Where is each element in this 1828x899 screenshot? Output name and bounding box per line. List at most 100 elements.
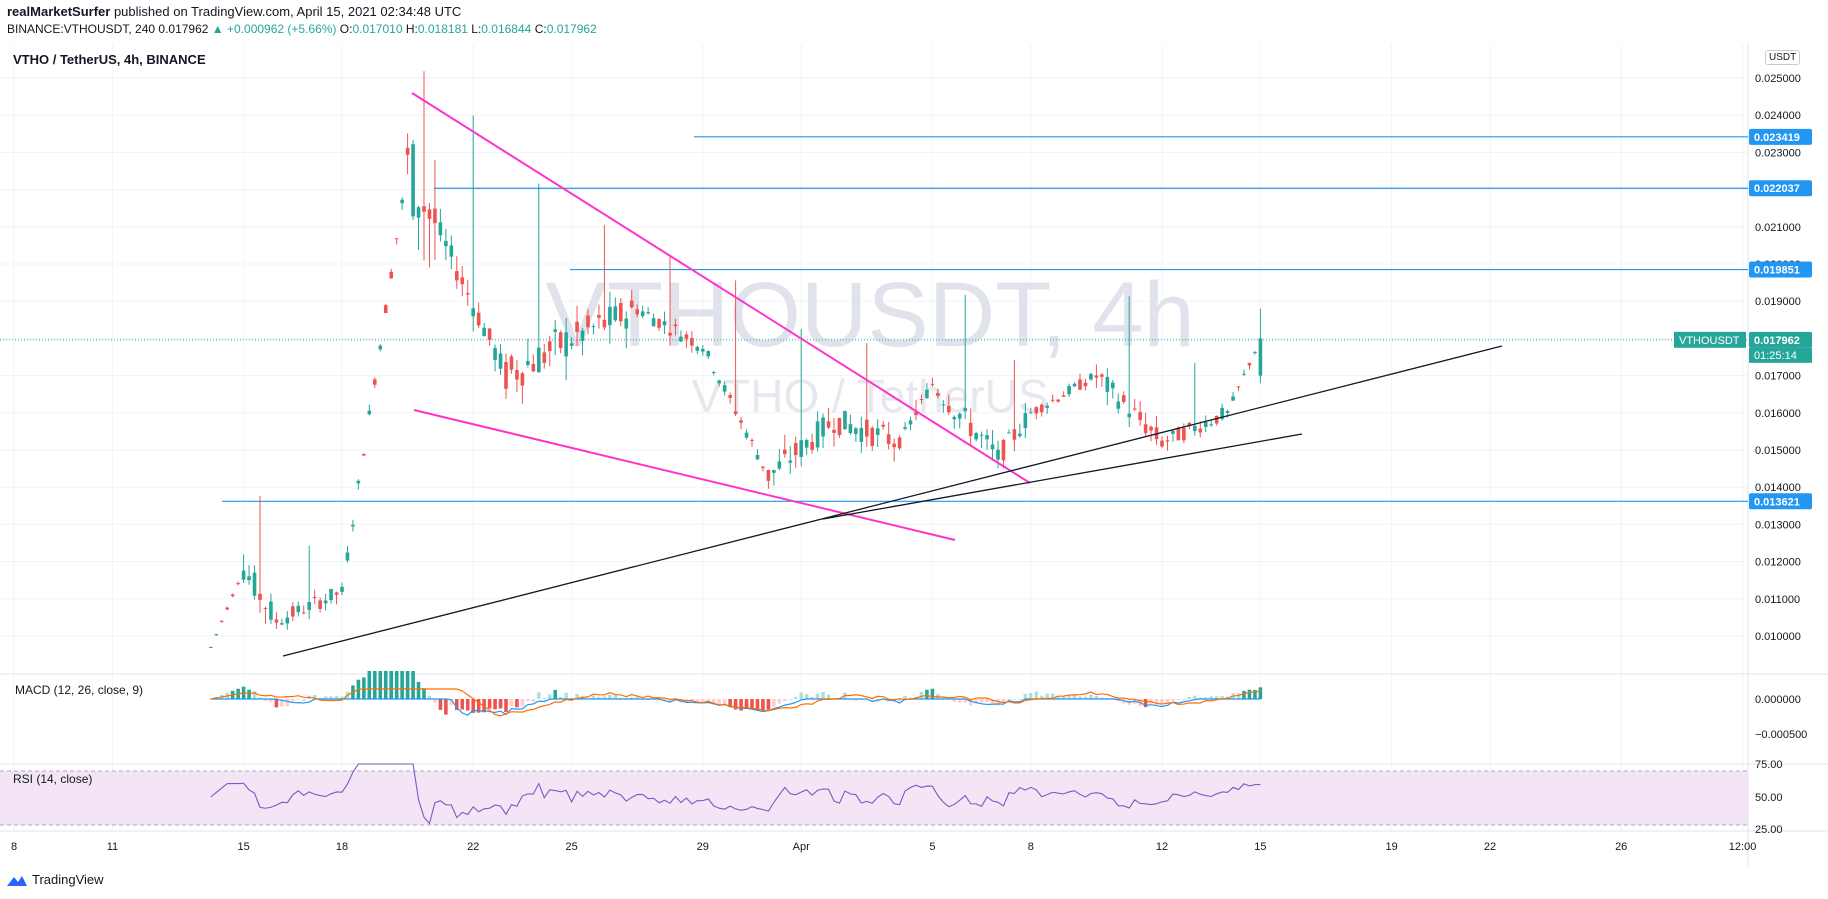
tradingview-logo[interactable]: TradingView — [6, 872, 104, 887]
candle-body — [1247, 363, 1252, 366]
candle-body — [744, 432, 749, 438]
publish-info: published on TradingView.com, April 15, … — [113, 4, 462, 19]
candle-body — [908, 420, 913, 425]
candle-body — [947, 405, 951, 413]
macd-legend[interactable]: MACD (12, 26, close, 9) — [15, 683, 144, 697]
macd-histogram-bar — [744, 699, 749, 709]
macd-histogram-bar — [919, 691, 924, 699]
macd-histogram-bar — [1045, 693, 1049, 699]
signal-line — [210, 688, 1261, 717]
macd-histogram-bar — [974, 699, 978, 704]
time-tick-label: 12 — [1156, 841, 1168, 853]
candle-body — [515, 370, 519, 380]
candle-body — [936, 392, 940, 396]
price-axis[interactable]: 0.0250000.0240000.0230000.0220000.021000… — [1674, 73, 1812, 836]
candle-body — [520, 373, 525, 386]
candle-body — [1105, 376, 1110, 392]
macd-histogram-bar — [657, 699, 661, 701]
candle-body — [886, 434, 891, 445]
candle-body — [383, 305, 388, 314]
candle-body — [717, 380, 721, 384]
candle-body — [1034, 407, 1039, 414]
macd-histogram-bar — [1083, 696, 1088, 699]
macd-histogram-bar — [553, 689, 557, 699]
macd-histogram-bar — [750, 699, 754, 709]
candle-body — [668, 332, 672, 336]
candle-body — [815, 421, 820, 448]
candle-body — [848, 424, 853, 433]
macd-histogram-bar — [362, 677, 366, 699]
candle-body — [351, 524, 355, 527]
macd-histogram-bar — [269, 699, 273, 702]
candle-body — [755, 454, 760, 460]
price-change: ▲ +0.000962 (+5.66%) — [211, 22, 337, 36]
candle-body — [635, 309, 639, 315]
watermark-description: VTHO / TetherUS — [691, 370, 1048, 422]
candle-body — [373, 379, 377, 385]
candle-body — [870, 427, 875, 446]
macd-histogram-bar — [903, 695, 907, 699]
macd-histogram-bar — [733, 699, 738, 710]
macd-histogram-bar — [608, 694, 612, 699]
candle-body — [1061, 395, 1066, 397]
macd-histogram-bar — [996, 699, 1000, 706]
macd-histogram-bar — [1072, 694, 1077, 699]
horizontal-levels[interactable] — [0, 136, 1748, 502]
candle-body — [804, 439, 809, 448]
candle-body — [941, 404, 946, 406]
time-tick-label: 11 — [107, 841, 118, 853]
candle-body — [580, 330, 585, 341]
candle-body — [433, 208, 437, 224]
author-name[interactable]: realMarketSurfer — [7, 4, 111, 19]
candle-body — [985, 435, 989, 440]
countdown-text: 01:25:14 — [1754, 350, 1797, 362]
candle-body — [788, 460, 793, 463]
candle-body — [701, 348, 705, 352]
candle-body — [854, 428, 858, 435]
price-label-tag — [1749, 261, 1812, 278]
candle-body — [553, 329, 557, 332]
candle-body — [258, 593, 262, 600]
candle-body — [1089, 373, 1093, 380]
time-axis[interactable]: 8 11 15 18 22 25 29 Apr 5 8 12 15 19 22 26 12:00 — [11, 841, 1756, 853]
candle-body — [526, 361, 530, 365]
candle-body — [301, 612, 306, 614]
candle-body — [460, 277, 465, 285]
trendline-drawings[interactable] — [282, 92, 1503, 657]
macd-histogram-bar — [1001, 699, 1006, 703]
macd-histogram-bar — [1214, 696, 1219, 699]
macd-histogram-bar — [263, 699, 268, 701]
candle-body — [608, 306, 612, 326]
candle-body — [312, 596, 317, 598]
price-tick-label: 0.011000 — [1755, 594, 1800, 606]
macd-histogram-bar — [247, 689, 251, 699]
candle-body — [722, 385, 727, 392]
macd-histogram-bar — [1258, 687, 1263, 699]
macd-histogram-bar — [783, 699, 787, 702]
candle-body — [1143, 424, 1148, 434]
symbol-tag-text: VTHOUSDT — [1679, 335, 1740, 347]
candle-body — [1018, 433, 1022, 437]
macd-histogram-bar — [925, 689, 929, 699]
time-tick-label: 25 — [565, 841, 577, 853]
rsi-tick-label: 75.00 — [1755, 759, 1783, 771]
macd-histogram-bar — [274, 699, 279, 708]
candle-body — [504, 362, 508, 389]
macd-histogram-bar — [515, 699, 519, 708]
macd-histogram-bar — [1193, 695, 1197, 699]
macd-histogram-bar — [564, 692, 568, 699]
price-chart[interactable]: VTHOUSDT, 4h VTHO / TetherUS 0.0250000.0… — [0, 44, 1828, 866]
candle-body — [498, 353, 503, 369]
candle-body — [362, 453, 366, 456]
macd-histogram-bar — [1050, 693, 1055, 699]
candle-body — [455, 271, 459, 281]
candle-body — [367, 410, 372, 415]
candle-body — [706, 351, 711, 357]
candle-body — [914, 412, 918, 416]
macd-histogram-bar — [788, 699, 793, 700]
currency-button[interactable]: USDT — [1765, 50, 1801, 65]
macd-histogram-bar — [799, 692, 803, 699]
rsi-legend[interactable]: RSI (14, close) — [13, 772, 93, 786]
candle-body — [750, 439, 754, 442]
candle-body — [892, 443, 896, 448]
